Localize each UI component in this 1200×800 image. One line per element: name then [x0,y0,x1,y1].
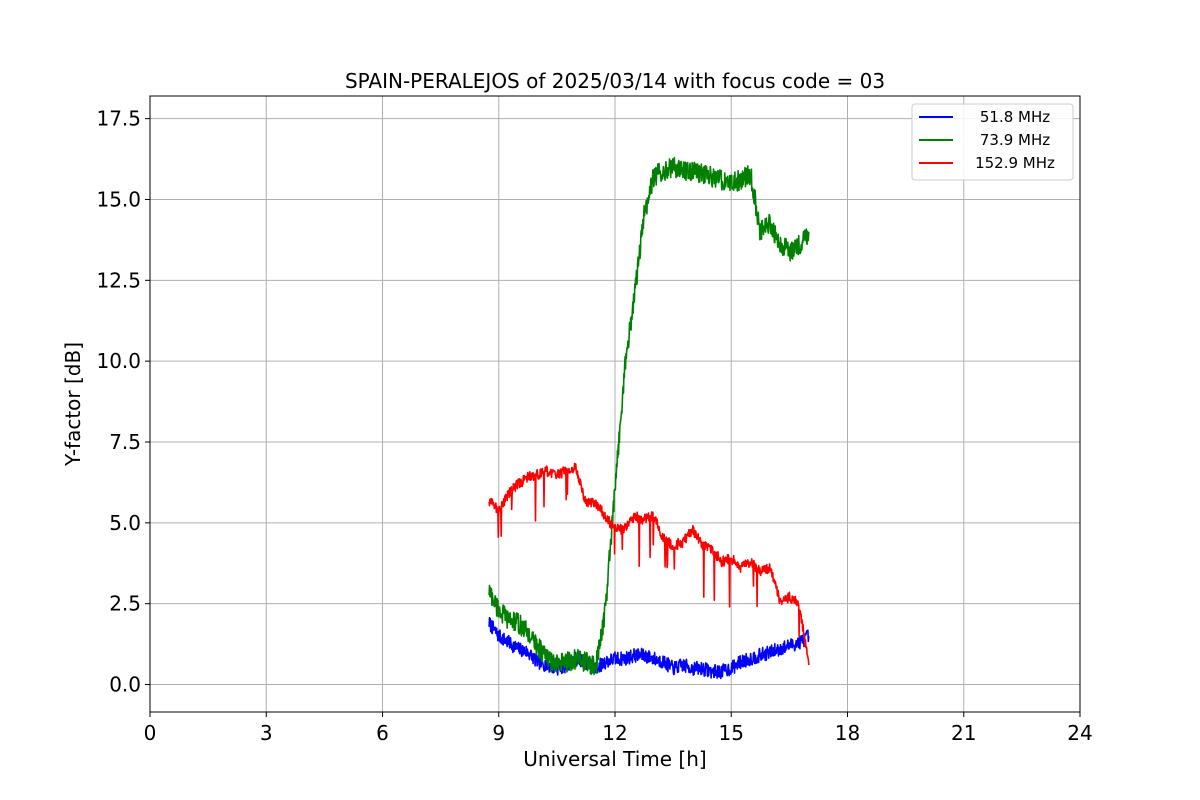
series-line-73-9-mhz [488,156,810,676]
x-axis-label: Universal Time [h] [523,747,706,771]
series-line-152-9-mhz [488,462,810,666]
y-tick-label: 2.5 [109,592,141,616]
chart-title: SPAIN-PERALEJOS of 2025/03/14 with focus… [345,69,885,93]
y-axis-label: Y-factor [dB] [61,342,85,467]
x-tick-label: 24 [1067,721,1092,745]
y-tick-label: 15.0 [96,187,141,211]
y-tick-label: 0.0 [109,673,141,697]
legend: 51.8 MHz 73.9 MHz 152.9 MHz [911,103,1074,181]
x-tick-label: 21 [951,721,976,745]
x-tick-label: 15 [719,721,744,745]
x-tick-label: 9 [492,721,505,745]
y-tick-label: 5.0 [109,511,141,535]
x-tick-label: 3 [260,721,273,745]
y-tick-label: 10.0 [96,349,141,373]
series-layer [488,156,810,680]
legend-label-152-9: 152.9 MHz [975,154,1055,172]
grid-layer [149,96,1081,712]
y-tick-label: 7.5 [109,430,141,454]
y-tick-label: 17.5 [96,107,141,131]
x-tick-label: 6 [376,721,389,745]
x-tick-label: 0 [144,721,157,745]
x-tick-label: 12 [602,721,627,745]
tick-layer: 0 3 6 9 12 15 18 21 24 0.0 2.5 5.0 7.5 10.0 12.5 15.0 17… [96,107,1092,745]
legend-box [911,103,1074,181]
legend-label-73-9: 73.9 MHz [980,131,1050,149]
y-tick-label: 12.5 [96,268,141,292]
legend-label-51-8: 51.8 MHz [980,108,1050,126]
x-tick-label: 18 [835,721,860,745]
